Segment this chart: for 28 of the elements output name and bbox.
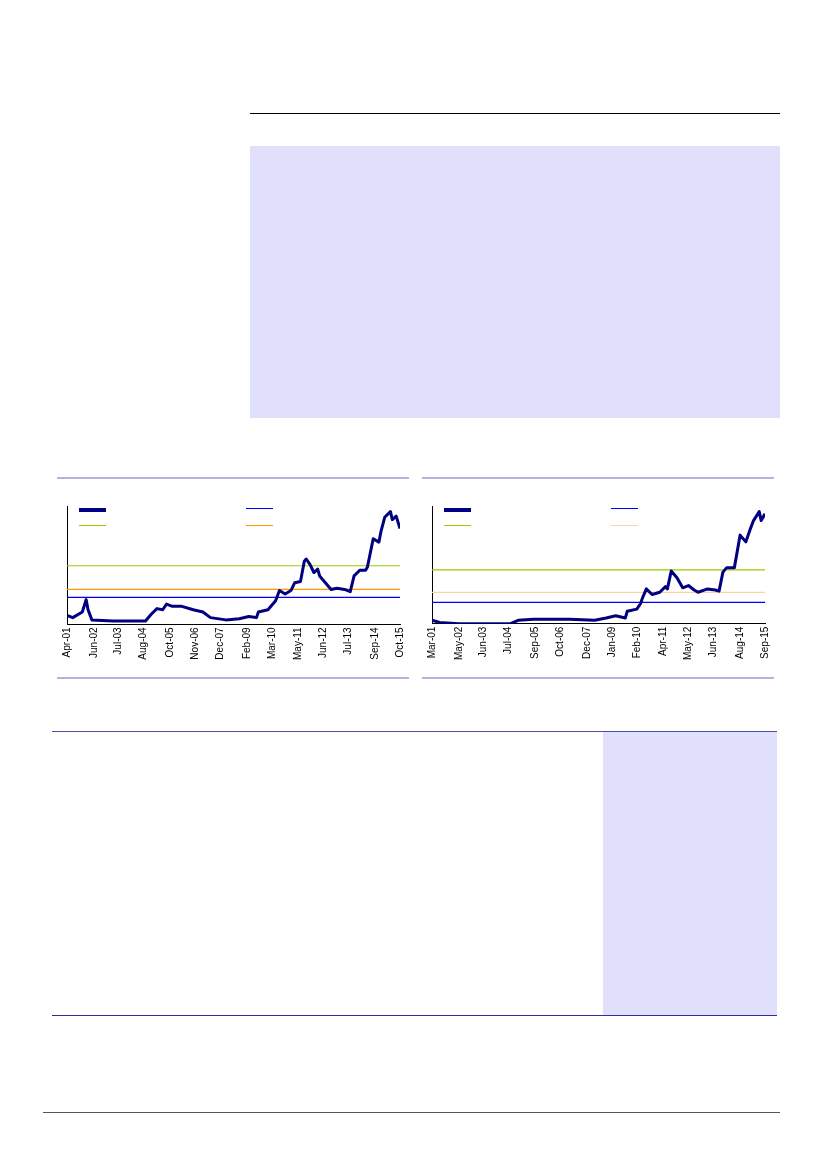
x-tick-label: Oct-15 bbox=[393, 626, 405, 658]
x-tick-label: Oct-06 bbox=[553, 626, 565, 657]
x-tick-label: Jun-12 bbox=[317, 626, 329, 658]
x-tick-label: May-12 bbox=[682, 626, 694, 661]
x-tick-label: Dec-07 bbox=[213, 626, 225, 660]
x-tick-label: Dec-07 bbox=[580, 626, 592, 659]
x-tick-label: Apr-11 bbox=[657, 626, 669, 656]
x-tick-label: Sep-14 bbox=[368, 626, 380, 660]
x-tick-label: Feb-10 bbox=[630, 626, 642, 659]
x-tick-label: Oct-05 bbox=[164, 626, 176, 658]
x-tick-label: Aug-04 bbox=[137, 626, 149, 660]
x-tick-label: Jul-04 bbox=[502, 626, 514, 654]
x-tick-label: Mar-10 bbox=[265, 626, 277, 660]
x-tick-label: Nov-06 bbox=[188, 626, 200, 660]
x-tick-label: Feb-09 bbox=[240, 626, 252, 660]
x-tick-label: Jan-09 bbox=[605, 626, 617, 658]
x-tick-label: Aug-14 bbox=[733, 626, 745, 659]
x-tick-label: Sep-15 bbox=[758, 626, 770, 659]
x-tick-label: May-11 bbox=[292, 626, 304, 661]
x-tick-label: Jul-13 bbox=[342, 626, 354, 655]
x-tick-label: Jun-13 bbox=[707, 626, 719, 658]
x-tick-label: Mar-01 bbox=[425, 626, 437, 659]
x-tick-label: Apr-01 bbox=[60, 626, 72, 658]
x-tick-label: Sep-05 bbox=[529, 626, 541, 659]
x-tick-label: Jun-03 bbox=[477, 626, 489, 658]
x-tick-label: Jun-02 bbox=[87, 626, 99, 658]
x-tick-label: Jul-03 bbox=[112, 626, 124, 655]
x-tick-label: May-02 bbox=[452, 626, 464, 661]
